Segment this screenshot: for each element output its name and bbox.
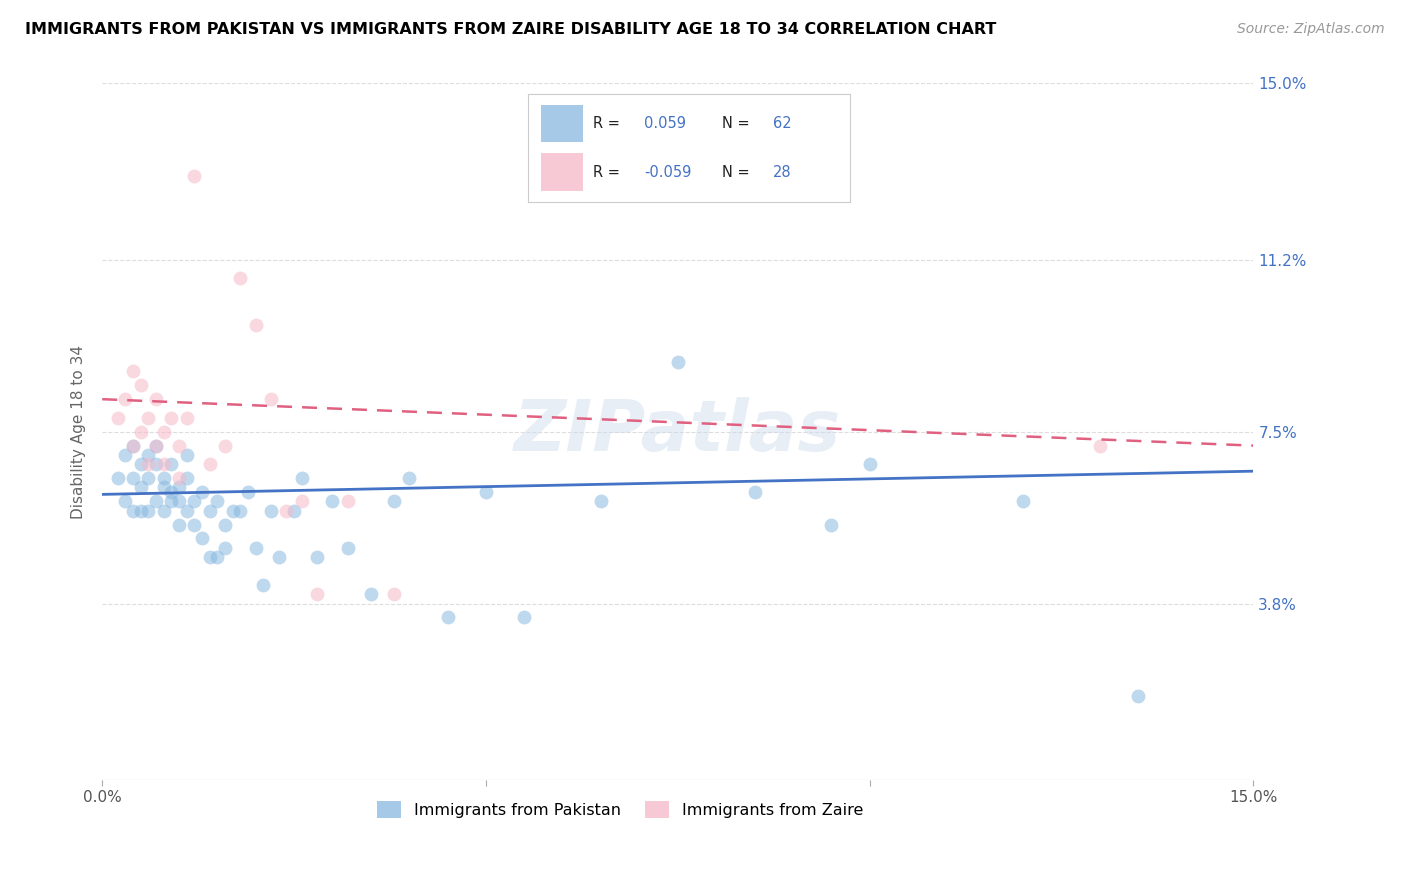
Point [666, 355, 689, 369]
Point [167, 471, 190, 485]
Point [167, 517, 190, 532]
Point [107, 471, 129, 485]
Point [360, 587, 382, 601]
Text: Source: ZipAtlas.com: Source: ZipAtlas.com [1237, 22, 1385, 37]
Point [291, 471, 314, 485]
Point [191, 485, 214, 500]
Point [191, 532, 214, 546]
Point [513, 610, 536, 624]
Point [859, 457, 882, 471]
Point [307, 587, 329, 601]
Point [744, 485, 766, 500]
Point [114, 494, 136, 508]
Point [152, 503, 174, 517]
Point [176, 410, 198, 425]
Point [145, 494, 167, 508]
Point [214, 517, 236, 532]
Point [129, 503, 152, 517]
Point [207, 494, 229, 508]
Point [145, 439, 167, 453]
Point [229, 503, 252, 517]
Point [167, 480, 190, 494]
Point [260, 503, 283, 517]
Point [129, 480, 152, 494]
Point [214, 439, 236, 453]
Point [152, 480, 174, 494]
Point [136, 457, 159, 471]
Point [198, 503, 221, 517]
Point [114, 448, 136, 462]
Point [136, 410, 159, 425]
Point [152, 425, 174, 439]
Point [114, 392, 136, 407]
Point [183, 517, 205, 532]
Point [160, 494, 183, 508]
Point [160, 410, 183, 425]
Point [198, 550, 221, 565]
Point [267, 550, 290, 565]
Point [122, 471, 145, 485]
Point [820, 517, 842, 532]
Text: IMMIGRANTS FROM PAKISTAN VS IMMIGRANTS FROM ZAIRE DISABILITY AGE 18 TO 34 CORREL: IMMIGRANTS FROM PAKISTAN VS IMMIGRANTS F… [25, 22, 997, 37]
Point [136, 448, 159, 462]
Point [122, 439, 145, 453]
Point [214, 541, 236, 555]
Point [307, 550, 329, 565]
Point [136, 471, 159, 485]
Point [136, 503, 159, 517]
Point [436, 610, 458, 624]
Point [122, 364, 145, 378]
Point [229, 271, 252, 285]
Point [276, 503, 298, 517]
Point [145, 457, 167, 471]
Point [160, 485, 183, 500]
Point [145, 392, 167, 407]
Point [176, 448, 198, 462]
Point [207, 550, 229, 565]
Point [160, 457, 183, 471]
Point [283, 503, 305, 517]
Point [167, 439, 190, 453]
Point [1012, 494, 1035, 508]
Point [183, 494, 205, 508]
Point [129, 378, 152, 392]
Point [336, 541, 359, 555]
Point [1088, 439, 1111, 453]
Point [176, 471, 198, 485]
Point [291, 494, 314, 508]
Point [236, 485, 259, 500]
Legend: Immigrants from Pakistan, Immigrants from Zaire: Immigrants from Pakistan, Immigrants fro… [371, 795, 869, 824]
Point [221, 503, 243, 517]
Point [152, 471, 174, 485]
Point [107, 410, 129, 425]
Point [122, 439, 145, 453]
Point [183, 169, 205, 184]
Text: ZIPatlas: ZIPatlas [515, 397, 842, 467]
Point [398, 471, 420, 485]
Y-axis label: Disability Age 18 to 34: Disability Age 18 to 34 [72, 344, 86, 518]
Point [252, 578, 274, 592]
Point [382, 587, 405, 601]
Point [245, 541, 267, 555]
Point [382, 494, 405, 508]
Point [176, 503, 198, 517]
Point [321, 494, 343, 508]
Point [167, 494, 190, 508]
Point [129, 425, 152, 439]
Point [245, 318, 267, 332]
Point [336, 494, 359, 508]
Point [145, 439, 167, 453]
Point [589, 494, 612, 508]
Point [1128, 690, 1150, 704]
Point [129, 457, 152, 471]
Point [152, 457, 174, 471]
Point [260, 392, 283, 407]
Point [475, 485, 498, 500]
Point [122, 503, 145, 517]
Point [198, 457, 221, 471]
